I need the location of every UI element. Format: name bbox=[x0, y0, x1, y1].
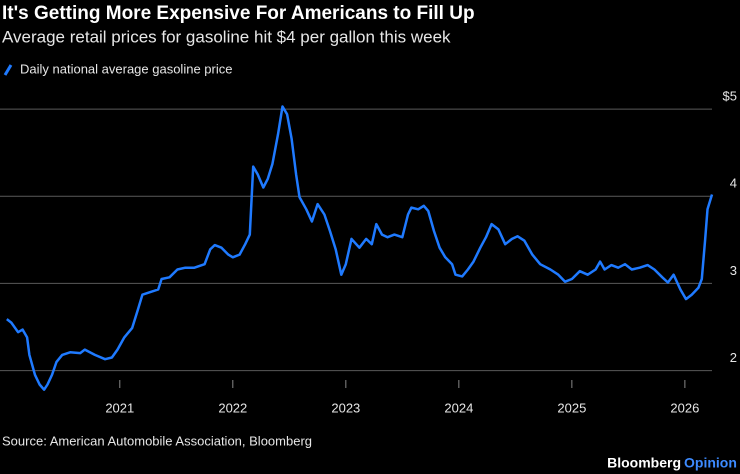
x-tick-label: 2023 bbox=[331, 400, 360, 415]
chart-subtitle: Average retail prices for gasoline hit $… bbox=[2, 27, 451, 46]
source: Source: American Automobile Association,… bbox=[2, 433, 312, 448]
y-tick-label: 4 bbox=[730, 176, 737, 191]
y-tick-label: 3 bbox=[730, 263, 737, 278]
y-tick-label: $5 bbox=[723, 89, 737, 104]
x-tick-label: 2021 bbox=[105, 400, 134, 415]
legend-swatch bbox=[3, 64, 13, 76]
x-tick-label: 2025 bbox=[557, 400, 586, 415]
legend-label: Daily national average gasoline price bbox=[20, 61, 232, 76]
chart-title: It's Getting More Expensive For American… bbox=[2, 3, 475, 24]
brand-sub: Opinion bbox=[684, 455, 737, 471]
y-tick-label: 2 bbox=[730, 350, 737, 365]
brand: Bloomberg bbox=[607, 455, 681, 471]
x-tick-label: 2026 bbox=[670, 400, 699, 415]
x-tick-label: 2022 bbox=[218, 400, 247, 415]
x-tick-label: 2024 bbox=[444, 400, 473, 415]
line bbox=[6, 105, 714, 391]
